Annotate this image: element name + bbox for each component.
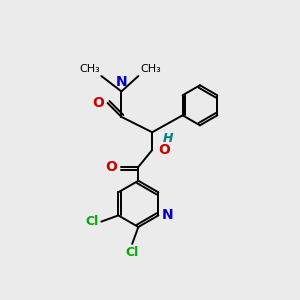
Text: N: N [116, 75, 127, 89]
Text: N: N [162, 208, 174, 222]
Text: CH₃: CH₃ [140, 64, 160, 74]
Text: O: O [158, 143, 170, 157]
Text: Cl: Cl [86, 215, 99, 228]
Text: O: O [92, 96, 104, 110]
Text: Cl: Cl [126, 246, 139, 259]
Text: O: O [105, 160, 117, 174]
Text: H: H [163, 132, 173, 145]
Text: CH₃: CH₃ [79, 64, 100, 74]
